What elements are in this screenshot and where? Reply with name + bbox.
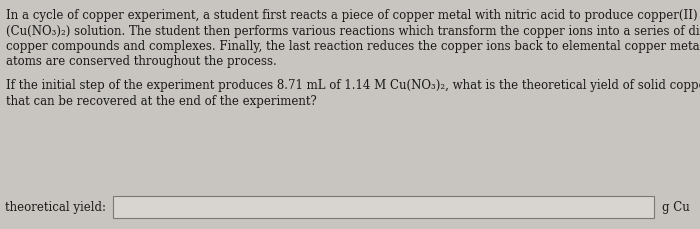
Text: (Cu(NO₃)₂) solution. The student then performs various reactions which transform: (Cu(NO₃)₂) solution. The student then pe… (6, 25, 700, 38)
Text: copper compounds and complexes. Finally, the last reaction reduces the copper io: copper compounds and complexes. Finally,… (6, 40, 700, 53)
Text: g Cu: g Cu (662, 201, 690, 213)
FancyBboxPatch shape (113, 196, 654, 218)
Text: If the initial step of the experiment produces 8.71 mL of 1.14 M Cu(NO₃)₂, what : If the initial step of the experiment pr… (6, 79, 700, 92)
Text: In a cycle of copper experiment, a student first reacts a piece of copper metal : In a cycle of copper experiment, a stude… (6, 9, 700, 22)
Text: atoms are conserved throughout the process.: atoms are conserved throughout the proce… (6, 55, 276, 68)
Text: theoretical yield:: theoretical yield: (5, 201, 106, 213)
Text: that can be recovered at the end of the experiment?: that can be recovered at the end of the … (6, 95, 316, 107)
